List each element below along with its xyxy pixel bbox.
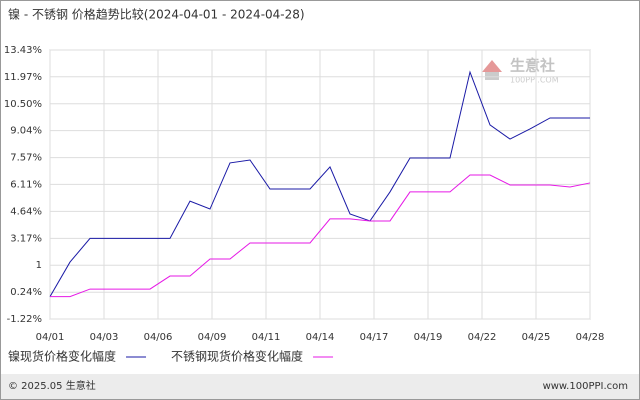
y-tick-label: 4.64%: [10, 206, 42, 217]
chart-title: 镍 - 不锈钢 价格趋势比较(2024-04-01 - 2024-04-28): [8, 7, 305, 22]
watermark-icon: [485, 72, 499, 80]
watermark-icon: [482, 60, 502, 72]
legend-label: 镍现货价格变化幅度: [8, 349, 116, 364]
x-tick-label: 04/19: [414, 332, 443, 343]
legend-label: 不锈钢现货价格变化幅度: [171, 349, 303, 364]
x-tick-label: 04/14: [306, 332, 335, 343]
watermark-brand: 生意社: [510, 57, 555, 75]
footer-copyright: © 2025.05 生意社: [8, 379, 96, 392]
y-tick-label: 7.57%: [10, 153, 42, 164]
y-tick-label: 11.97%: [4, 72, 42, 83]
y-tick-label: 6.11%: [10, 179, 42, 190]
x-tick-label: 04/22: [468, 332, 497, 343]
x-tick-label: 04/25: [522, 332, 551, 343]
x-tick-label: 04/11: [252, 332, 281, 343]
y-tick-label: 0.24%: [10, 287, 42, 298]
x-tick-label: 04/06: [144, 332, 173, 343]
x-tick-label: 04/28: [576, 332, 605, 343]
x-tick-label: 04/17: [360, 332, 389, 343]
y-tick-label: 13.43%: [4, 45, 42, 56]
watermark-site: 100PPI.COM: [510, 76, 559, 85]
footer-url: www.100PPI.com: [543, 381, 628, 392]
watermark: 生意社 100PPI.COM: [482, 57, 559, 85]
y-tick-label: -1.22%: [7, 314, 42, 325]
x-tick-label: 04/01: [36, 332, 65, 343]
y-tick-label: 3.17%: [10, 233, 42, 244]
footer-band: [1, 374, 639, 399]
y-tick-label: 10.50%: [4, 99, 42, 110]
y-tick-label: 9.04%: [10, 126, 42, 137]
series-line: [50, 174, 591, 298]
x-tick-label: 04/03: [90, 332, 119, 343]
y-tick-label: 1: [36, 260, 42, 271]
x-tick-label: 04/09: [198, 332, 227, 343]
series-line: [49, 70, 590, 297]
